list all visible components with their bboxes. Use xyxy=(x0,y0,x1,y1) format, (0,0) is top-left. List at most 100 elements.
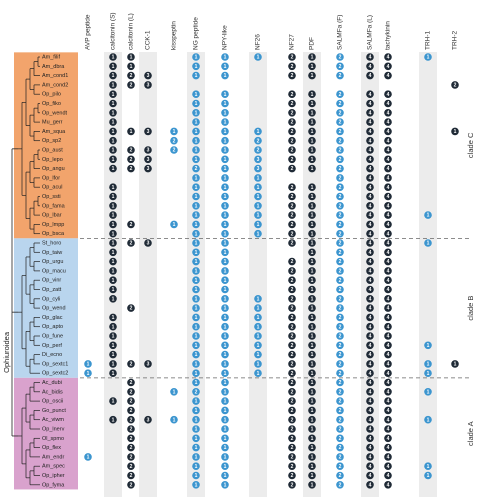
count-marker xyxy=(336,276,344,285)
count-label: 2 xyxy=(339,55,342,61)
count-marker xyxy=(336,220,344,229)
count-marker xyxy=(109,332,117,340)
count-label: 2 xyxy=(339,417,342,423)
count-marker xyxy=(144,164,152,173)
count-marker xyxy=(221,285,229,294)
count-marker xyxy=(366,276,374,285)
species-label: Op_cyli xyxy=(42,296,60,302)
count-label: 1 xyxy=(257,185,260,191)
count-marker xyxy=(192,229,200,238)
count-label: 2 xyxy=(339,315,342,321)
count-label: 1 xyxy=(311,352,314,358)
count-marker xyxy=(170,388,178,396)
count-label: 1 xyxy=(173,129,176,135)
count-label: 1 xyxy=(224,362,227,368)
count-marker xyxy=(424,415,432,424)
count-marker xyxy=(308,304,316,312)
count-marker xyxy=(109,239,117,247)
count-label: 1 xyxy=(112,334,115,340)
count-label: 4 xyxy=(369,278,372,284)
count-marker xyxy=(109,267,117,275)
count-marker xyxy=(192,136,200,145)
count-marker xyxy=(288,276,296,285)
count-marker xyxy=(288,378,296,387)
count-label: 1 xyxy=(311,436,314,442)
count-label: 1 xyxy=(427,343,430,349)
count-label: 1 xyxy=(195,315,198,321)
count-marker xyxy=(221,239,229,247)
count-label: 2 xyxy=(339,138,342,144)
count-marker xyxy=(336,211,344,219)
count-marker xyxy=(336,192,344,201)
count-marker xyxy=(254,295,262,303)
count-marker xyxy=(366,257,374,266)
count-marker xyxy=(192,127,200,136)
count-marker xyxy=(308,211,316,219)
count-marker xyxy=(336,443,344,452)
count-label: 1 xyxy=(257,296,260,302)
count-marker xyxy=(384,471,392,480)
count-marker xyxy=(192,202,200,210)
count-label: 1 xyxy=(195,185,198,191)
count-marker xyxy=(192,118,200,126)
count-label: 4 xyxy=(369,399,372,405)
count-marker xyxy=(424,388,432,396)
count-marker xyxy=(109,276,117,285)
count-marker xyxy=(336,369,344,378)
count-label: 2 xyxy=(339,250,342,256)
count-label: 1 xyxy=(257,222,260,228)
count-label: 4 xyxy=(387,334,390,340)
count-marker xyxy=(308,220,316,229)
count-marker xyxy=(288,332,296,340)
count-marker xyxy=(366,71,374,80)
count-label: 1 xyxy=(311,194,314,200)
count-label: 2 xyxy=(130,241,133,247)
count-marker xyxy=(221,388,229,396)
count-marker xyxy=(221,425,229,433)
count-marker xyxy=(384,397,392,405)
column-header: SALMFa (F) xyxy=(337,15,344,50)
count-label: 1 xyxy=(224,380,227,386)
count-label: 1 xyxy=(224,148,227,154)
count-marker xyxy=(384,434,392,443)
count-marker xyxy=(109,211,117,219)
count-label: 4 xyxy=(387,166,390,172)
count-label: 1 xyxy=(112,250,115,256)
count-marker xyxy=(288,267,296,275)
count-label: 2 xyxy=(339,352,342,358)
count-marker xyxy=(366,229,374,238)
count-label: 2 xyxy=(291,371,294,377)
column-band xyxy=(419,52,437,497)
count-label: 2 xyxy=(339,166,342,172)
count-marker xyxy=(308,183,316,191)
count-marker xyxy=(384,481,392,489)
count-marker xyxy=(308,146,316,154)
count-marker xyxy=(366,155,374,164)
count-label: 1 xyxy=(311,389,314,395)
count-marker xyxy=(254,332,262,340)
count-marker xyxy=(366,136,374,145)
count-marker xyxy=(308,443,316,452)
count-label: 2 xyxy=(291,92,294,98)
count-label: 2 xyxy=(130,436,133,442)
count-marker xyxy=(336,350,344,359)
count-label: 1 xyxy=(195,203,198,209)
count-label: 1 xyxy=(195,92,198,98)
count-label: 2 xyxy=(339,64,342,70)
count-marker xyxy=(221,434,229,443)
count-label: 2 xyxy=(291,55,294,61)
count-label: 1 xyxy=(130,55,133,61)
count-marker xyxy=(192,360,200,368)
count-label: 1 xyxy=(112,371,115,377)
count-label: 1 xyxy=(311,408,314,414)
count-label: 1 xyxy=(311,148,314,154)
count-label: 1 xyxy=(224,371,227,377)
count-marker xyxy=(366,443,374,452)
count-label: 1 xyxy=(224,334,227,340)
count-label: 1 xyxy=(257,129,260,135)
count-marker xyxy=(308,202,316,210)
count-marker xyxy=(109,99,117,108)
count-label: 4 xyxy=(387,389,390,395)
count-marker xyxy=(308,425,316,433)
count-marker xyxy=(384,127,392,136)
